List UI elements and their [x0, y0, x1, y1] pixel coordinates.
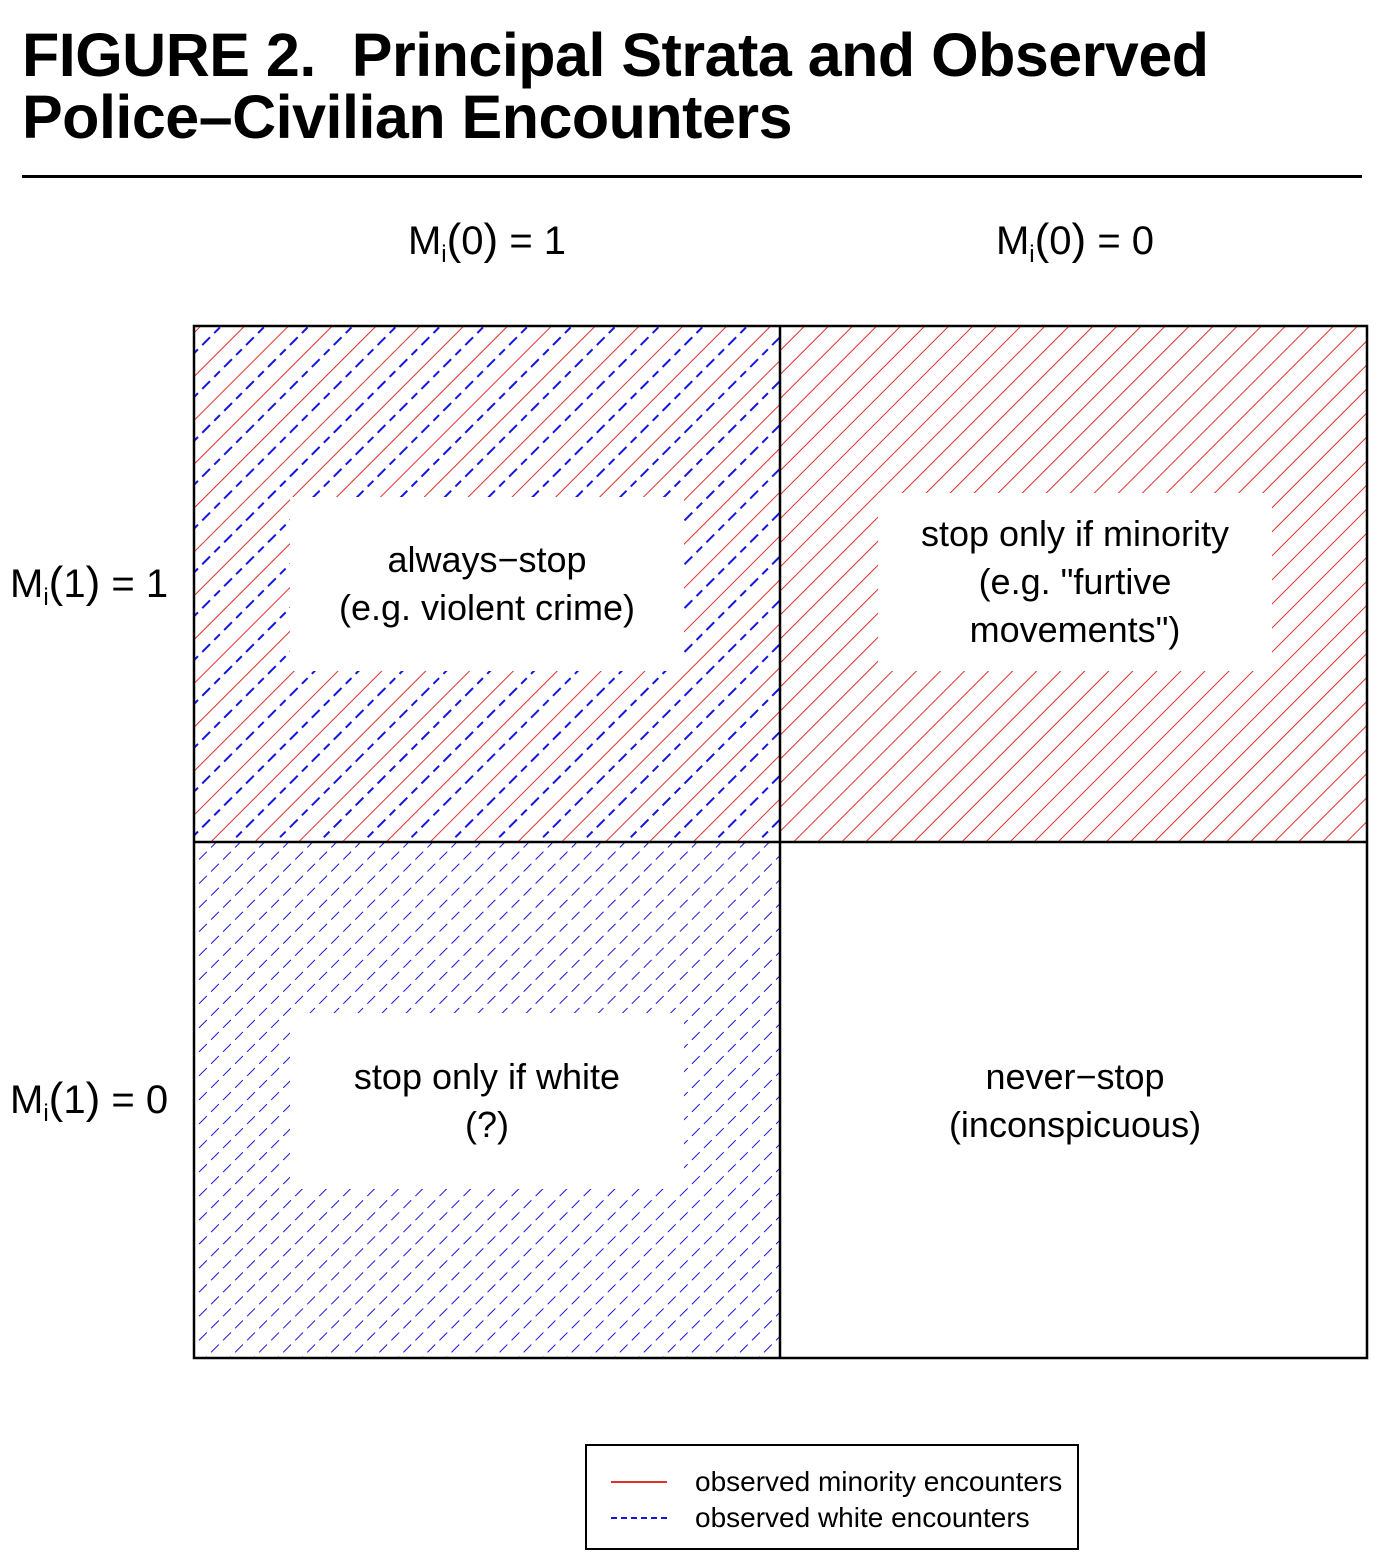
row-label-mi1-eq-1: Mi(1) = 1 — [10, 558, 169, 612]
figure-title-line-2: Police–Civilian Encounters — [22, 83, 793, 151]
figure-title: FIGURE 2. Principal Strata and Observed P… — [22, 24, 1209, 148]
cell-always-stop-label: always−stop (e.g. violent crime) — [290, 497, 684, 671]
column-label-mi0-eq-0: Mi(0) = 0 — [995, 215, 1155, 269]
legend: observed minority encounters observed wh… — [585, 1444, 1079, 1550]
figure-number: FIGURE 2. — [22, 21, 316, 89]
figure-title-line-1: FIGURE 2. Principal Strata and Observed — [22, 24, 1209, 86]
column-label-mi0-eq-1: Mi(0) = 1 — [407, 215, 567, 269]
legend-swatch-white — [611, 1517, 667, 1519]
figure-title-text: Principal Strata and Observed — [351, 21, 1209, 89]
cell-minority-only-label: stop only if minority (e.g. "furtive mov… — [878, 493, 1272, 671]
legend-label-minority: observed minority encounters — [695, 1466, 1063, 1497]
legend-label-white: observed white encounters — [695, 1502, 1030, 1533]
cell-white-only-label: stop only if white (?) — [290, 1013, 684, 1189]
legend-item-minority: observed minority encounters — [611, 1466, 1062, 1498]
legend-item-white: observed white encounters — [611, 1502, 1030, 1534]
title-rule — [22, 175, 1362, 178]
row-label-mi1-eq-0: Mi(1) = 0 — [10, 1074, 169, 1128]
legend-swatch-minority — [611, 1481, 667, 1483]
cell-never-stop-label: never−stop (inconspicuous) — [948, 1056, 1202, 1145]
